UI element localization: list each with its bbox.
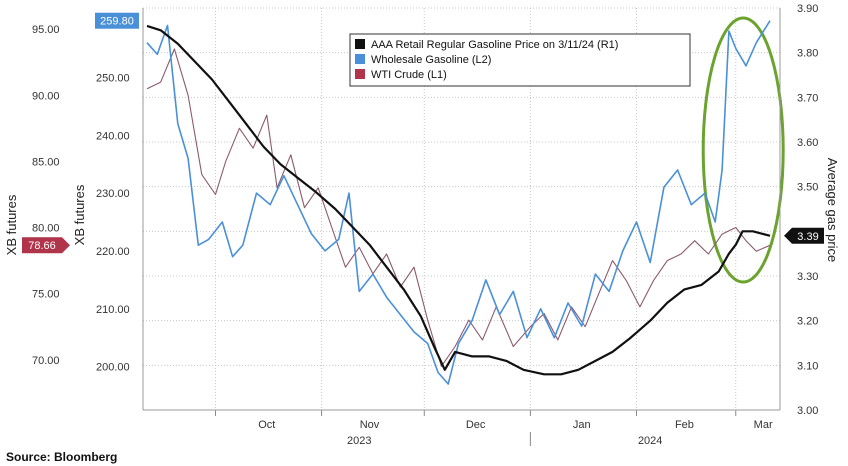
highlight-ellipse-shape xyxy=(701,16,785,284)
right-tick-label: 3.80 xyxy=(797,48,818,60)
x-month-label: Mar xyxy=(754,419,773,431)
x-month-label: Oct xyxy=(258,419,275,431)
right-tick-label: 3.10 xyxy=(797,360,818,372)
left-outer-tick-label: 75.00 xyxy=(32,289,60,301)
tag-wti-pointer xyxy=(62,237,70,254)
right-tick-label: 3.70 xyxy=(797,92,818,104)
source-note: Source: Bloomberg xyxy=(6,450,117,464)
left-outer-tick-label: 85.00 xyxy=(32,156,60,168)
left-inner-tick-label: 230.00 xyxy=(96,188,130,200)
last-value-tags: 259.80 78.66 3.39 xyxy=(22,12,824,254)
left-inner-tick-label: 200.00 xyxy=(96,362,130,374)
x-year-label: 2023 xyxy=(347,435,371,447)
tag-wti-bg xyxy=(22,237,62,254)
series-line-right xyxy=(146,24,771,376)
left-inner-tick-label: 210.00 xyxy=(96,304,130,316)
series-lines xyxy=(146,20,771,385)
legend-swatch xyxy=(355,69,365,79)
series-line-left-inner xyxy=(146,20,771,385)
left-outer-tick-label: 80.00 xyxy=(32,223,60,235)
series-line-left-outer xyxy=(146,48,771,367)
x-month-label: Feb xyxy=(675,419,694,431)
x-month-label: Jan xyxy=(573,419,591,431)
tag-wholesale-text: 259.80 xyxy=(100,16,134,28)
left-outer-axis-title: XB futures xyxy=(4,194,19,255)
x-month-label: Dec xyxy=(466,419,486,431)
left-inner-tick-label: 220.00 xyxy=(96,246,130,258)
axes: 3.903.803.703.603.503.403.303.203.103.00… xyxy=(4,3,840,447)
tag-retail-text: 3.39 xyxy=(797,231,818,243)
legend-label: WTI Crude (L1) xyxy=(371,69,447,81)
tag-wti-text: 78.66 xyxy=(28,240,56,252)
legend-label: AAA Retail Regular Gasoline Price on 3/1… xyxy=(371,39,618,51)
left-inner-tick-label: 240.00 xyxy=(96,130,130,142)
right-tick-label: 3.30 xyxy=(797,271,818,283)
right-tick-label: 3.90 xyxy=(797,3,818,15)
left-outer-tick-label: 95.00 xyxy=(32,24,60,36)
legend: AAA Retail Regular Gasoline Price on 3/1… xyxy=(349,33,691,87)
legend-label: Wholesale Gasoline (L2) xyxy=(371,54,491,66)
left-outer-tick-label: 70.00 xyxy=(32,355,60,367)
legend-swatch xyxy=(355,39,365,49)
tag-wholesale-bg xyxy=(95,12,139,29)
left-outer-tick-label: 90.00 xyxy=(32,90,60,102)
left-inner-axis-title: XB futures xyxy=(72,184,87,245)
tag-retail-bg xyxy=(784,227,824,244)
x-year-label: 2024 xyxy=(638,435,662,447)
left-inner-tick-label: 250.00 xyxy=(96,72,130,84)
legend-swatch xyxy=(355,54,365,64)
right-tick-label: 3.50 xyxy=(797,182,818,194)
x-month-label: Nov xyxy=(360,419,380,431)
highlight-ellipse xyxy=(701,16,785,284)
right-tick-label: 3.60 xyxy=(797,137,818,149)
right-tick-label: 3.20 xyxy=(797,316,818,328)
right-axis-title: Average gas price xyxy=(825,158,840,263)
right-tick-label: 3.00 xyxy=(797,405,818,417)
legend-box xyxy=(349,33,691,87)
